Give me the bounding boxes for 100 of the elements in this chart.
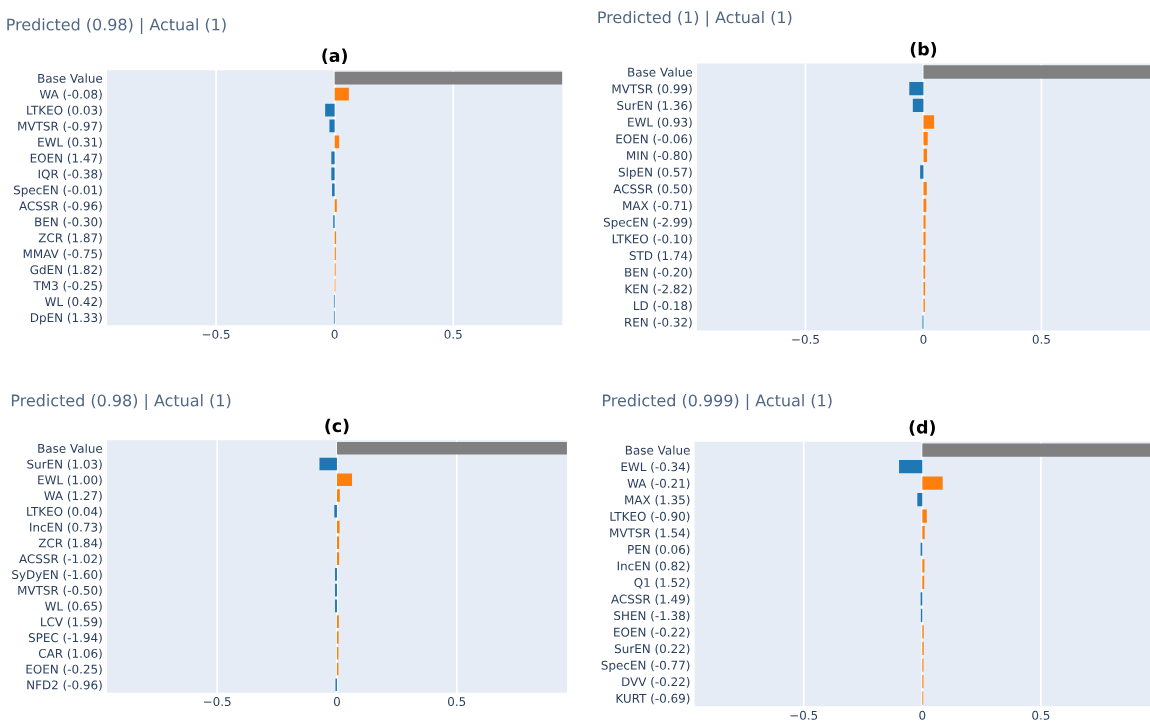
y-tick-label: ACSSR (-1.02) [19,554,102,565]
y-tick-label: KURT (-0.69) [616,693,690,705]
chart-subtitle: Predicted (0.999) | Actual (1) [603,394,832,411]
bar [922,509,927,523]
y-tick-label: GdEN (1.82) [30,264,102,276]
y-tick-label: ACSSR (1.49) [611,594,690,605]
y-tick-label: PEN (0.06) [628,544,690,556]
bar [922,526,925,540]
bar [923,232,926,246]
y-tick-label: EWL (0.93) [628,117,692,129]
x-tick-label: 0 [919,710,926,720]
y-tick-label: NFD2 (-0.96) [27,680,102,691]
x-tick-label: 0 [331,329,338,339]
y-tick-label: LTKEO (0.03) [27,105,102,117]
y-tick-label: SpecEN (-0.01) [13,185,102,197]
bar [332,183,335,197]
y-tick-label: BEN (-0.30) [35,217,102,228]
y-tick-label: EWL (-0.34) [621,462,690,473]
bar [334,199,337,213]
chart-subtitle: Predicted (0.98) | Actual (1) [11,394,231,411]
bar [331,167,335,181]
bar [922,559,925,573]
y-tick-label: SpecEN (-0.77) [601,660,690,673]
y-tick-label: Q1 (1.52) [634,577,690,589]
y-tick-label: WA (-0.21) [627,478,690,490]
y-tick-label: SpecEN (-2.99) [603,217,692,230]
x-tick-label: −0.5 [202,329,230,339]
bar [319,457,337,471]
bar [334,71,563,85]
y-tick-label: EWL (1.00) [38,475,102,486]
y-tick-label: ACSSR (0.50) [613,184,692,195]
y-tick-label: MVTSR (-0.50) [18,585,102,597]
bar [923,215,926,229]
y-tick-label: DVV (-0.22) [622,677,690,688]
bar [917,493,923,507]
y-tick-label: LTKEO (-0.90) [610,511,690,523]
y-tick-label: MVTSR (-0.97) [18,121,102,133]
bar [334,504,337,518]
bar [329,119,335,133]
x-tick-label: −0.5 [792,334,819,344]
y-tick-label: DpEN (1.33) [30,312,102,325]
y-tick-label: SPEC (-1.94) [28,632,102,644]
y-tick-label: ZCR (1.87) [38,233,102,244]
x-tick-label: 0.5 [1032,334,1050,344]
chart-subtitle: Predicted (1) | Actual (1) [598,10,792,27]
y-tick-label: MAX (1.35) [625,495,690,506]
x-tick-label: 0 [920,334,927,344]
x-tick-label: 0 [333,697,340,707]
bar [922,443,1150,457]
bar [336,520,340,534]
y-tick-label: REN (-0.32) [625,317,692,329]
y-tick-label: Base Value [628,67,693,77]
chart-title: (a) [322,48,347,65]
y-tick-label: KEN (-2.82) [625,284,692,295]
y-tick-label: Base Value [38,73,103,83]
y-tick-label: TM3 (-0.25) [33,280,102,292]
y-tick-label: LD (-0.18) [634,300,692,312]
y-tick-label: SurEN (1.03) [27,459,102,471]
bar [334,87,349,101]
y-tick-label: EOEN (-0.25) [26,664,102,676]
y-tick-label: IncEN (0.82) [617,561,690,572]
y-tick-label: Base Value [38,443,103,453]
y-tick-label: IncEN (0.73) [30,522,102,534]
y-tick-label: SurEN (1.36) [617,100,692,112]
y-tick-label: CAR (1.06) [38,648,102,660]
y-tick-label: SurEN (0.22) [614,643,690,655]
x-tick-label: 0.5 [448,697,466,707]
bar [923,131,928,146]
y-tick-label: EOEN (-0.22) [614,627,690,639]
y-tick-label: SyDyEN (-1.60) [12,569,102,582]
bar [331,151,335,165]
y-tick-label: LTKEO (-0.10) [612,234,692,245]
y-tick-label: BEN (-0.20) [625,267,692,279]
y-tick-label: MVTSR (0.99) [612,84,692,95]
y-tick-label: SlpEN (0.57) [618,167,692,180]
bar [923,65,1150,79]
x-tick-label: 0.5 [444,329,462,339]
y-tick-label: MVTSR (1.54) [610,528,690,539]
bar [923,182,927,196]
y-tick-label: STD (1.74) [629,250,692,262]
chart-title: (b) [910,42,937,58]
y-tick-label: WA (-0.08) [39,89,102,101]
bar [923,115,935,129]
bar [909,81,924,96]
y-tick-label: SHEN (-1.38) [614,610,690,622]
y-tick-label: LTKEO (0.04) [27,506,102,518]
bar [325,103,335,117]
bar [336,489,340,502]
y-tick-label: MMAV (-0.75) [23,249,102,260]
chart-subtitle: Predicted (0.98) | Actual (1) [7,18,226,35]
bar [923,198,927,213]
bar [922,476,943,490]
chart-title: (c) [325,418,349,435]
chart-title: (d) [909,420,935,436]
y-tick-label: Base Value [625,445,690,455]
x-tick-label: −0.5 [203,697,231,707]
y-tick-label: EWL (0.31) [38,137,102,149]
y-tick-label: EOEN (-0.06) [616,134,692,145]
bar [920,165,924,179]
bar [336,552,340,565]
